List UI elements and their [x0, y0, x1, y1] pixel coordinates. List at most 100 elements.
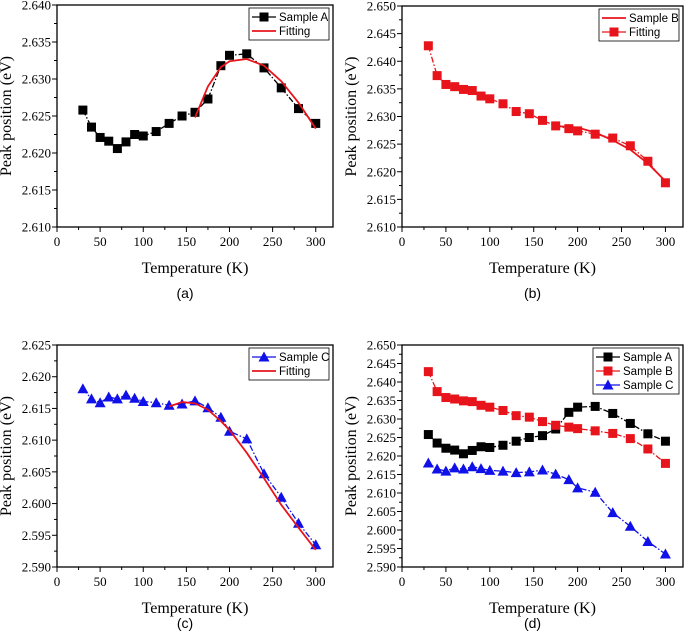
series-fitting — [423, 41, 670, 188]
panel-caption: (a) — [176, 285, 193, 301]
data-point — [608, 428, 618, 438]
data-point — [467, 445, 477, 455]
x-axis-title: Temperature (K) — [489, 600, 596, 617]
x-tick-label: 0 — [54, 234, 61, 249]
y-tick-label: 2.590 — [367, 560, 396, 575]
y-tick-label: 2.635 — [22, 35, 51, 50]
y-tick-label: 2.615 — [22, 401, 51, 416]
legend-marker — [603, 352, 613, 362]
data-point — [607, 507, 619, 518]
y-tick-label: 2.625 — [22, 338, 51, 353]
data-point — [242, 49, 252, 59]
legend-label: Sample C — [279, 352, 330, 364]
series-sample-c — [77, 383, 322, 550]
data-point — [573, 424, 583, 434]
data-point — [259, 63, 269, 73]
panel-b: 0 50 100 150 200 250 300 2.610 2.615 2.620 2.625 2.… — [343, 0, 684, 301]
x-tick-label: 50 — [439, 574, 452, 589]
x-tick-label: 150 — [524, 574, 544, 589]
data-point — [112, 144, 122, 154]
data-point — [163, 399, 175, 410]
x-tick-label: 100 — [480, 574, 500, 589]
series-line — [82, 388, 317, 546]
legend: Sample B Fitting — [598, 8, 680, 42]
data-point — [573, 402, 583, 412]
data-point — [484, 464, 496, 475]
data-point — [441, 443, 451, 453]
data-point — [94, 397, 106, 408]
y-tick-label: 2.635 — [367, 81, 396, 96]
x-tick-label: 300 — [656, 574, 676, 589]
data-point — [423, 367, 433, 377]
y-axis-title: Peak position (eV) — [0, 396, 15, 516]
data-point — [625, 434, 635, 444]
y-tick-label: 2.600 — [22, 496, 51, 511]
data-point — [450, 445, 460, 455]
data-point — [276, 83, 286, 93]
y-tick-label: 2.630 — [367, 109, 396, 124]
panel-caption: (b) — [524, 285, 541, 301]
x-tick-label: 250 — [263, 574, 283, 589]
x-tick-label: 300 — [656, 234, 676, 249]
data-point — [550, 468, 562, 479]
data-point — [450, 82, 460, 92]
data-point — [441, 393, 451, 403]
data-point — [190, 107, 200, 117]
data-point — [498, 440, 508, 450]
data-point — [538, 417, 547, 427]
data-point — [564, 124, 574, 134]
y-axis-title: Peak position (eV) — [343, 396, 360, 516]
y-tick-label: 2.610 — [22, 220, 51, 235]
data-point — [203, 94, 213, 104]
data-point — [589, 486, 601, 497]
data-point — [624, 520, 636, 531]
data-point — [510, 467, 522, 478]
x-tick-label: 50 — [94, 574, 107, 589]
legend-label: Fitting — [629, 27, 660, 39]
data-point — [258, 468, 270, 479]
x-tick-label: 250 — [612, 234, 632, 249]
data-point — [449, 462, 461, 473]
data-point — [590, 426, 600, 436]
legend-label: Sample B — [623, 366, 673, 378]
data-point — [538, 115, 547, 125]
data-point — [432, 387, 442, 397]
x-tick-label: 300 — [306, 234, 326, 249]
y-tick-label: 2.620 — [367, 449, 396, 464]
y-tick-label: 2.625 — [22, 109, 51, 124]
x-tick-label: 100 — [134, 574, 154, 589]
data-point — [440, 465, 452, 476]
x-tick-label: 200 — [568, 574, 588, 589]
y-tick-label: 2.625 — [367, 137, 396, 152]
data-point — [432, 438, 442, 448]
x-axis-title: Temperature (K) — [142, 260, 249, 277]
y-tick-label: 2.620 — [22, 369, 51, 384]
data-point — [564, 407, 574, 417]
y-tick-label: 2.615 — [367, 192, 396, 207]
data-point — [476, 400, 486, 410]
data-point — [563, 474, 575, 485]
y-tick-label: 2.615 — [22, 183, 51, 198]
data-point — [176, 398, 188, 409]
data-point — [95, 132, 105, 142]
x-tick-label: 0 — [399, 234, 406, 249]
y-axis-title: Peak position (eV) — [343, 57, 360, 177]
legend-marker — [602, 379, 614, 390]
data-point — [225, 50, 234, 60]
series-line — [82, 53, 317, 150]
y-tick-label: 2.625 — [367, 430, 396, 445]
y-tick-label: 2.620 — [22, 146, 51, 161]
y-tick-label: 2.600 — [367, 523, 396, 538]
data-point — [104, 136, 114, 146]
data-point — [177, 111, 187, 121]
x-tick-label: 200 — [220, 574, 240, 589]
data-point — [524, 412, 534, 422]
data-point — [458, 84, 468, 94]
data-point — [642, 535, 654, 546]
data-point — [660, 458, 670, 468]
data-point — [423, 430, 433, 440]
data-point — [590, 401, 600, 411]
panel-caption: (c) — [177, 615, 193, 631]
data-point — [202, 402, 214, 413]
y-tick-label: 2.645 — [367, 26, 396, 41]
